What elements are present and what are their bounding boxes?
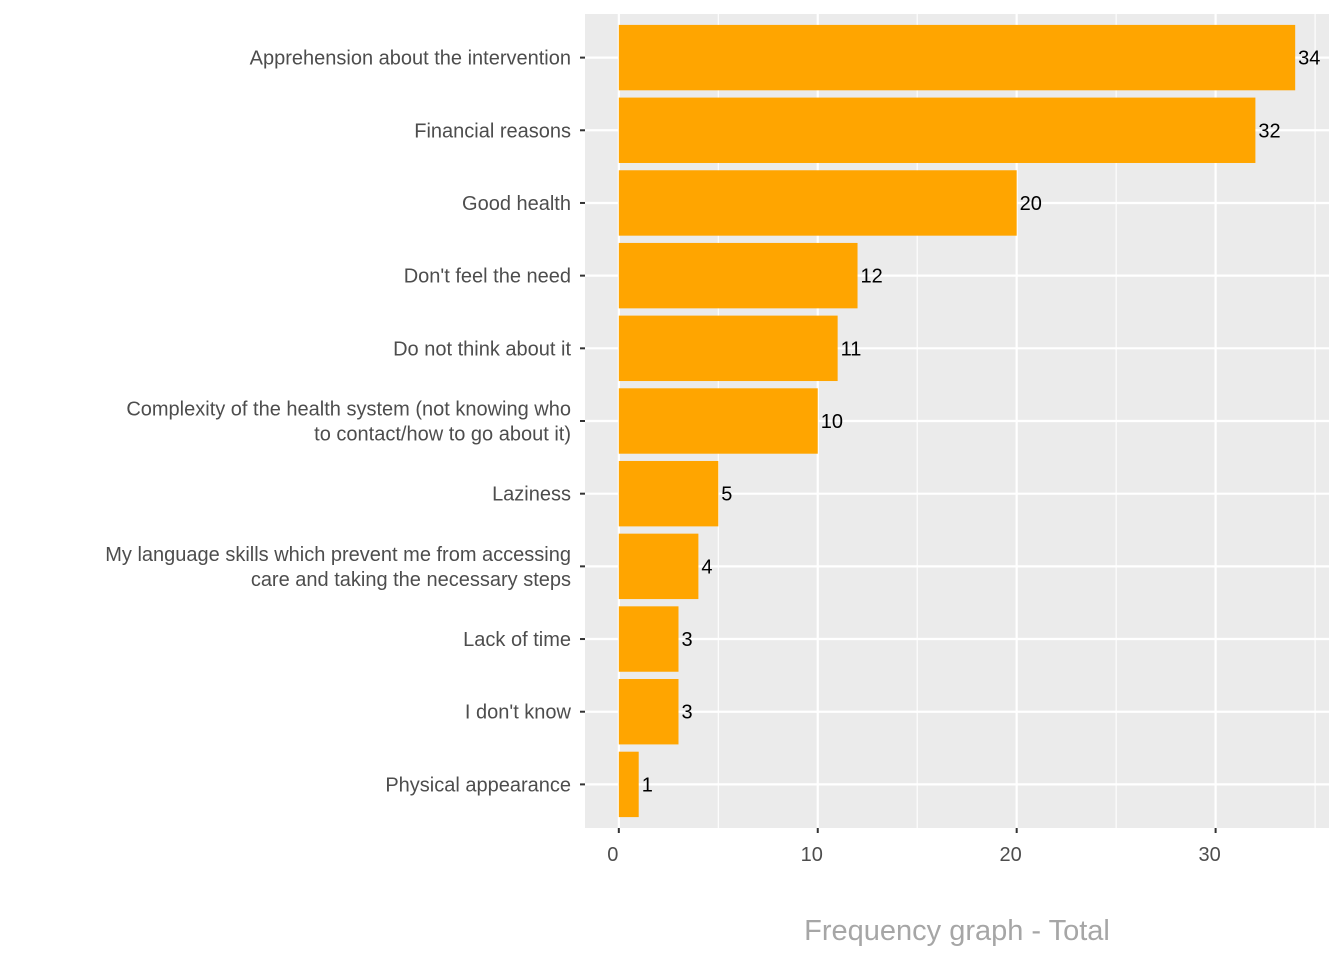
data-label: 3 bbox=[681, 702, 692, 724]
y-tick-label: Lack of time bbox=[463, 629, 571, 651]
x-axis-title: Frequency graph - Total bbox=[804, 915, 1110, 947]
y-tick-label: Laziness bbox=[492, 484, 571, 506]
x-axis: 0 10 20 30 bbox=[607, 828, 1221, 866]
y-tick-label: Complexity of the health system (not kno… bbox=[126, 399, 571, 446]
x-tick-label: 0 bbox=[607, 844, 618, 866]
y-tick-label: Apprehension about the intervention bbox=[250, 48, 571, 70]
bar bbox=[618, 315, 838, 382]
bar bbox=[618, 170, 1017, 236]
data-label: 3 bbox=[681, 629, 692, 651]
x-tick-label: 20 bbox=[1000, 844, 1022, 866]
bar bbox=[618, 679, 679, 745]
bar bbox=[618, 242, 858, 309]
bar bbox=[618, 388, 818, 454]
y-axis: Apprehension about the intervention Finan… bbox=[105, 48, 585, 796]
data-label: 32 bbox=[1258, 120, 1280, 142]
data-labels: 34 32 20 12 11 10 5 4 3 3 1 bbox=[642, 48, 1321, 797]
data-label: 11 bbox=[841, 338, 862, 360]
y-tick-label: I don't know bbox=[465, 702, 572, 724]
data-label: 10 bbox=[821, 411, 843, 433]
bar bbox=[618, 460, 719, 527]
bar bbox=[618, 97, 1256, 163]
bar bbox=[618, 533, 699, 600]
data-label: 1 bbox=[642, 774, 653, 796]
data-label: 5 bbox=[721, 484, 732, 506]
x-tick-label: 30 bbox=[1198, 844, 1220, 866]
data-label: 20 bbox=[1020, 193, 1042, 215]
bar bbox=[618, 751, 639, 818]
y-tick-label: Don't feel the need bbox=[404, 266, 571, 288]
bar bbox=[618, 606, 679, 672]
data-label: 34 bbox=[1298, 48, 1320, 70]
y-tick-label: Do not think about it bbox=[393, 338, 571, 360]
bars bbox=[618, 24, 1296, 818]
y-tick-label: Good health bbox=[462, 193, 571, 215]
y-tick-label: Financial reasons bbox=[414, 120, 571, 142]
bar bbox=[618, 24, 1296, 91]
y-tick-label: My language skills which prevent me from… bbox=[105, 544, 571, 591]
y-tick-label: Physical appearance bbox=[385, 774, 571, 796]
data-label: 4 bbox=[701, 556, 712, 578]
x-tick-label: 10 bbox=[801, 844, 823, 866]
data-label: 12 bbox=[861, 266, 883, 288]
